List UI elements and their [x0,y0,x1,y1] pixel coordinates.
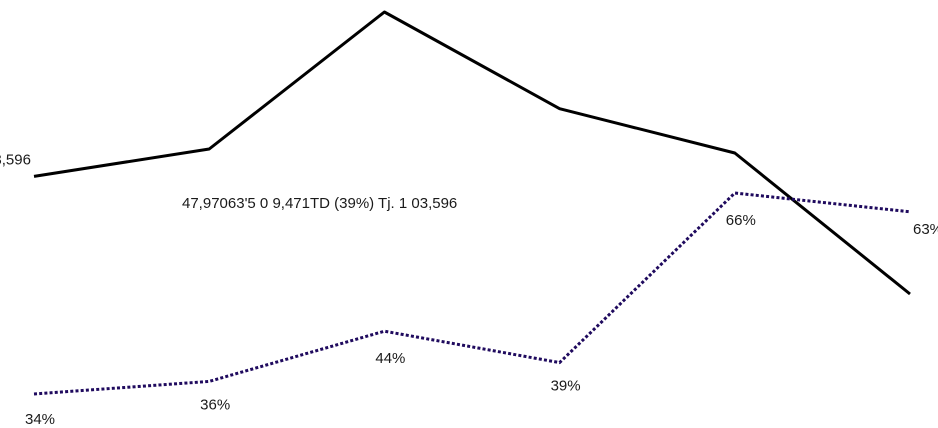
data-label-count-1: 43,596 [0,151,31,168]
data-label-share-4: 39% [551,378,581,395]
data-label-share-1: 34% [25,411,55,428]
series-line-share [33,191,911,396]
overlapping-annotation-text: 47,97063'5 0 9,471TD (39%) Tj. 1 03,596 [182,195,457,212]
data-label-share-3: 44% [375,350,405,367]
data-label-share-2: 36% [200,396,230,413]
label-layer: 43,596 34% 36% 44% 39% 66% 63% [0,151,938,428]
series-layer [33,10,911,396]
data-label-share-5: 66% [726,212,756,229]
data-label-share-6: 63% [913,221,938,238]
series-line-count [33,10,911,296]
